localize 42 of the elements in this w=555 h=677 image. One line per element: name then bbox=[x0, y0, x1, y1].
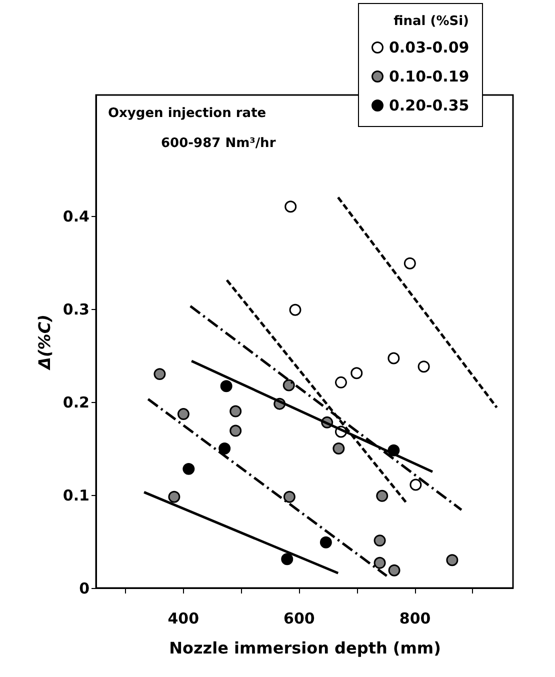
legend-title: final (%Si) bbox=[394, 14, 469, 29]
point bbox=[376, 490, 388, 502]
point bbox=[282, 379, 295, 392]
point bbox=[418, 360, 430, 373]
point bbox=[332, 442, 345, 454]
point bbox=[446, 554, 458, 566]
y-tick-label: 0.3 bbox=[62, 300, 90, 318]
point bbox=[404, 257, 416, 270]
point bbox=[374, 556, 386, 569]
point bbox=[230, 405, 242, 418]
point bbox=[284, 200, 297, 213]
point bbox=[177, 408, 190, 420]
y-tick-label: 0.1 bbox=[62, 486, 90, 504]
point bbox=[154, 368, 166, 380]
legend-label: 0.20-0.35 bbox=[389, 96, 470, 114]
point bbox=[218, 442, 231, 454]
annotation: Oxygen injection rate bbox=[108, 106, 266, 121]
point bbox=[374, 534, 386, 547]
point bbox=[388, 352, 400, 364]
x-tick-label: 400 bbox=[168, 610, 200, 628]
point bbox=[289, 304, 302, 316]
point bbox=[230, 424, 242, 437]
y-tick-label: 0.4 bbox=[62, 207, 90, 226]
y-tick-label: 0 bbox=[79, 580, 90, 598]
point bbox=[281, 553, 294, 566]
legend-label: 0.03-0.09 bbox=[389, 38, 470, 56]
legend-label: 0.10-0.19 bbox=[389, 68, 470, 86]
point bbox=[320, 536, 332, 548]
point bbox=[350, 367, 363, 380]
point bbox=[168, 490, 180, 503]
point bbox=[388, 564, 400, 576]
point bbox=[182, 462, 195, 475]
point bbox=[410, 478, 422, 491]
y-axis-title: Δ(%C) bbox=[34, 314, 54, 372]
y-tick-label: 0.2 bbox=[62, 393, 90, 412]
x-axis-title: Nozzle immersion depth (mm) bbox=[169, 638, 441, 658]
point bbox=[334, 376, 347, 388]
point bbox=[220, 380, 232, 392]
annotation: 600-987 Nm³/hr bbox=[161, 136, 276, 151]
point bbox=[283, 490, 296, 503]
x-tick-label: 600 bbox=[284, 610, 315, 628]
x-tick-label: 800 bbox=[399, 610, 431, 628]
